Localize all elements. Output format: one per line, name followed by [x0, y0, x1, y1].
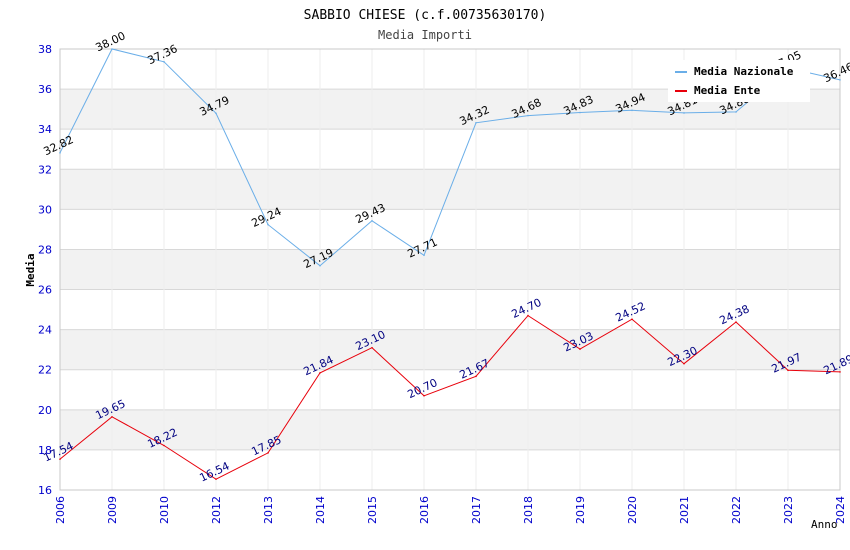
- y-tick-label: 22: [38, 364, 52, 377]
- x-tick-label: 2016: [418, 496, 431, 524]
- plot-band: [60, 329, 840, 370]
- data-point: [423, 254, 425, 257]
- plot-bands: [60, 89, 840, 450]
- y-tick-label: 26: [38, 284, 52, 297]
- legend-box: [668, 60, 810, 102]
- x-tick-label: 2009: [106, 496, 119, 524]
- chart-subtitle: Media Importi: [378, 28, 472, 42]
- data-point: [319, 372, 321, 374]
- data-point: [111, 416, 113, 418]
- data-point: [475, 375, 477, 378]
- data-label: 36.46: [821, 60, 850, 85]
- data-label: 37.36: [145, 42, 179, 67]
- x-tick-label: 2015: [366, 496, 379, 524]
- x-tick-label: 2017: [470, 496, 483, 524]
- data-point: [215, 112, 217, 115]
- y-tick-label: 38: [38, 43, 52, 56]
- plot-band: [60, 409, 840, 450]
- data-point: [267, 223, 269, 226]
- legend-label-nazionale: Media Nazionale: [694, 65, 794, 78]
- series-lines: [59, 48, 841, 480]
- legend-label-ente: Media Ente: [694, 84, 761, 97]
- data-point: [163, 444, 165, 447]
- x-tick-label: 2006: [54, 496, 67, 524]
- x-tick-label: 2013: [262, 496, 275, 524]
- y-tick-labels: 16 18 20 22 24 26 28 30 32 34 36 38: [38, 43, 52, 497]
- y-tick-label: 16: [38, 484, 52, 497]
- x-tick-label: 2023: [782, 496, 795, 524]
- y-tick-label: 28: [38, 243, 52, 256]
- y-axis-label: Media: [24, 253, 37, 286]
- x-tick-label: 2020: [626, 496, 639, 524]
- x-tick-label: 2018: [522, 496, 535, 524]
- series-line-ente: [59, 314, 841, 480]
- y-tick-label: 24: [38, 324, 52, 337]
- chart-title: SABBIO CHIESE (c.f.00735630170): [304, 8, 547, 23]
- data-point: [215, 478, 217, 480]
- data-label: 20.70: [405, 376, 439, 401]
- x-tick-label: 2019: [574, 496, 587, 524]
- data-point: [735, 321, 737, 323]
- data-point: [839, 79, 841, 81]
- data-label: 32.82: [41, 133, 75, 158]
- data-point: [735, 111, 737, 113]
- data-point: [579, 348, 581, 350]
- data-point: [111, 48, 113, 50]
- data-point: [163, 61, 165, 63]
- data-point: [839, 371, 841, 373]
- x-tick-label: 2022: [730, 496, 743, 524]
- y-tick-label: 34: [38, 123, 52, 136]
- data-label: 38.00: [93, 29, 127, 54]
- x-tick-label: 2024: [834, 496, 847, 524]
- x-axis-label: Anno: [811, 518, 838, 531]
- data-point: [319, 264, 321, 267]
- data-label: 24.52: [613, 299, 647, 324]
- y-tick-label: 20: [38, 404, 52, 417]
- data-point: [475, 121, 477, 124]
- data-point: [527, 314, 529, 317]
- y-tick-label: 36: [38, 83, 52, 96]
- plot-frame: [59, 48, 841, 491]
- data-point: [631, 109, 633, 112]
- y-tick-label: 18: [38, 444, 52, 457]
- x-tick-label: 2012: [210, 496, 223, 524]
- x-tick-labels: 2006 2009 2010 2012 2013 2014 2015 2016 2017 2018…: [54, 496, 847, 524]
- data-point: [631, 318, 633, 321]
- y-tick-label: 32: [38, 163, 52, 176]
- data-point: [59, 458, 61, 460]
- data-point: [267, 452, 269, 454]
- data-point: [59, 152, 61, 154]
- data-point: [683, 362, 685, 365]
- data-point: [787, 369, 789, 372]
- data-point: [683, 112, 685, 114]
- data-label: 16.54: [197, 459, 231, 484]
- data-point: [371, 346, 373, 349]
- y-tick-label: 30: [38, 203, 52, 216]
- x-tick-label: 2014: [314, 496, 327, 524]
- data-point: [371, 219, 373, 222]
- data-point: [527, 114, 529, 117]
- data-point: [423, 394, 425, 397]
- legend: Media Nazionale Media Ente: [668, 60, 810, 102]
- data-point: [579, 111, 581, 114]
- series-line-nazionale: [59, 48, 841, 267]
- x-tick-label: 2010: [158, 496, 171, 524]
- x-tick-label: 2021: [678, 496, 691, 524]
- plot-band: [60, 249, 840, 290]
